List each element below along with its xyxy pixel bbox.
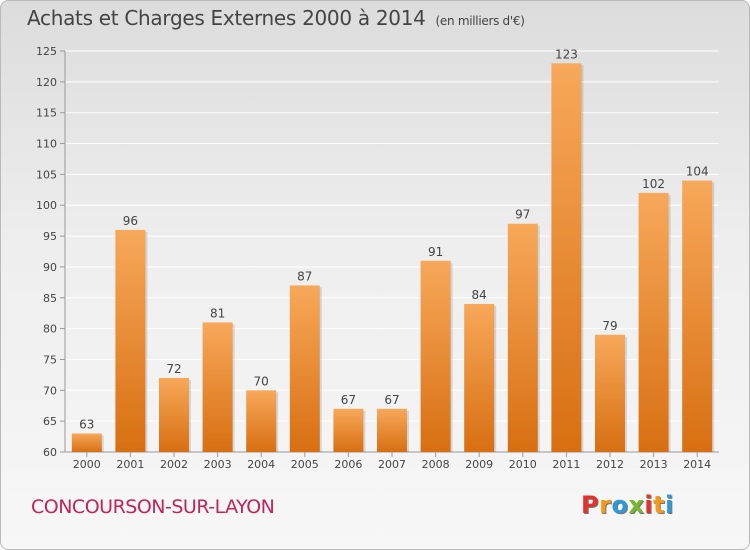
x-tick-label: 2011 <box>552 458 580 471</box>
y-tick-label: 85 <box>43 292 57 305</box>
y-tick-label: 75 <box>43 353 57 366</box>
y-tick-label: 80 <box>43 323 57 336</box>
data-label: 79 <box>602 319 617 333</box>
bar <box>333 408 364 452</box>
x-tick-label: 2012 <box>596 458 624 471</box>
bar <box>71 433 102 452</box>
data-label: 63 <box>79 417 94 431</box>
bar <box>115 229 146 452</box>
bar <box>682 180 713 453</box>
bar <box>595 334 625 452</box>
bar <box>159 377 189 452</box>
y-tick-label: 60 <box>43 446 57 459</box>
data-label: 87 <box>297 269 312 283</box>
x-tick-label: 2007 <box>378 458 406 471</box>
proxiti-logo: Proxiti <box>581 491 674 519</box>
x-tick-label: 2006 <box>334 458 362 471</box>
y-tick-label: 90 <box>43 261 57 274</box>
y-tick-label: 65 <box>43 415 57 428</box>
bar <box>289 285 320 452</box>
x-tick-label: 2013 <box>640 458 668 471</box>
title-unit: (en milliers d'€) <box>435 14 525 28</box>
x-tick-label: 2008 <box>422 458 450 471</box>
title-text: Achats et Charges Externes 2000 à 2014 <box>27 6 426 30</box>
y-tick-label: 110 <box>36 138 57 151</box>
bar <box>420 260 451 452</box>
bar <box>638 192 669 452</box>
data-label: 91 <box>428 245 443 259</box>
x-tick-label: 2014 <box>683 458 711 471</box>
logo-letter: x <box>628 491 645 519</box>
x-tick-label: 2002 <box>160 458 188 471</box>
x-tick-label: 2000 <box>73 458 101 471</box>
data-label: 84 <box>472 288 487 302</box>
logo-letter: o <box>611 491 629 519</box>
bar <box>202 322 233 452</box>
x-tick-label: 2003 <box>204 458 232 471</box>
bar <box>464 303 495 452</box>
data-label: 72 <box>166 362 181 376</box>
bar <box>507 223 538 452</box>
y-tick-label: 100 <box>36 199 57 212</box>
data-label: 70 <box>254 374 269 388</box>
data-label: 102 <box>642 177 665 191</box>
bar <box>246 390 277 452</box>
bar <box>551 63 582 452</box>
data-label: 97 <box>515 208 530 222</box>
x-tick-label: 2010 <box>509 458 537 471</box>
data-label: 96 <box>123 214 138 228</box>
logo-letter: r <box>599 491 612 519</box>
logo-letter: t <box>653 491 666 519</box>
x-tick-label: 2009 <box>465 458 493 471</box>
data-label: 67 <box>341 393 356 407</box>
chart-title: Achats et Charges Externes 2000 à 2014 (e… <box>27 6 525 30</box>
x-tick-label: 2001 <box>116 458 144 471</box>
data-label: 104 <box>686 165 709 179</box>
data-label: 123 <box>555 47 578 61</box>
data-label: 67 <box>384 393 399 407</box>
x-tick-label: 2004 <box>247 458 275 471</box>
data-label: 81 <box>210 306 225 320</box>
y-tick-label: 95 <box>43 230 57 243</box>
logo-letter: i <box>644 491 654 519</box>
y-tick-label: 125 <box>36 45 57 58</box>
x-tick-label: 2005 <box>291 458 319 471</box>
y-tick-label: 120 <box>36 76 57 89</box>
y-tick-label: 70 <box>43 384 57 397</box>
bar <box>377 408 407 452</box>
y-tick-label: 115 <box>36 107 57 120</box>
logo-letter: P <box>581 491 600 519</box>
town-name: CONCOURSON-SUR-LAYON <box>31 496 275 518</box>
y-tick-label: 105 <box>36 168 57 181</box>
logo-letter: i <box>665 491 674 519</box>
